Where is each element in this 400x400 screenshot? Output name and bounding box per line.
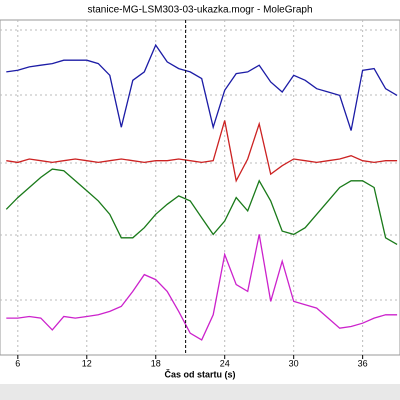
x-tick-label: 24	[220, 358, 230, 368]
series-line	[6, 234, 398, 341]
window-title: stanice-MG-LSM303-03-ukazka.mogr - MoleG…	[87, 5, 312, 16]
x-tick-label: 12	[82, 358, 92, 368]
h-grid	[0, 29, 400, 301]
x-tick-label: 30	[289, 358, 299, 368]
series-line	[6, 120, 398, 183]
title-bar	[0, 0, 400, 20]
x-tick-label: 36	[358, 358, 368, 368]
series-line	[6, 43, 398, 131]
x-axis-label: Čas od startu (s)	[164, 368, 235, 379]
status-bar	[0, 384, 400, 400]
series-line	[5, 168, 398, 245]
plot-area	[0, 19, 400, 356]
x-tick-label: 6	[15, 358, 20, 368]
x-tick-label: 18	[151, 358, 161, 368]
